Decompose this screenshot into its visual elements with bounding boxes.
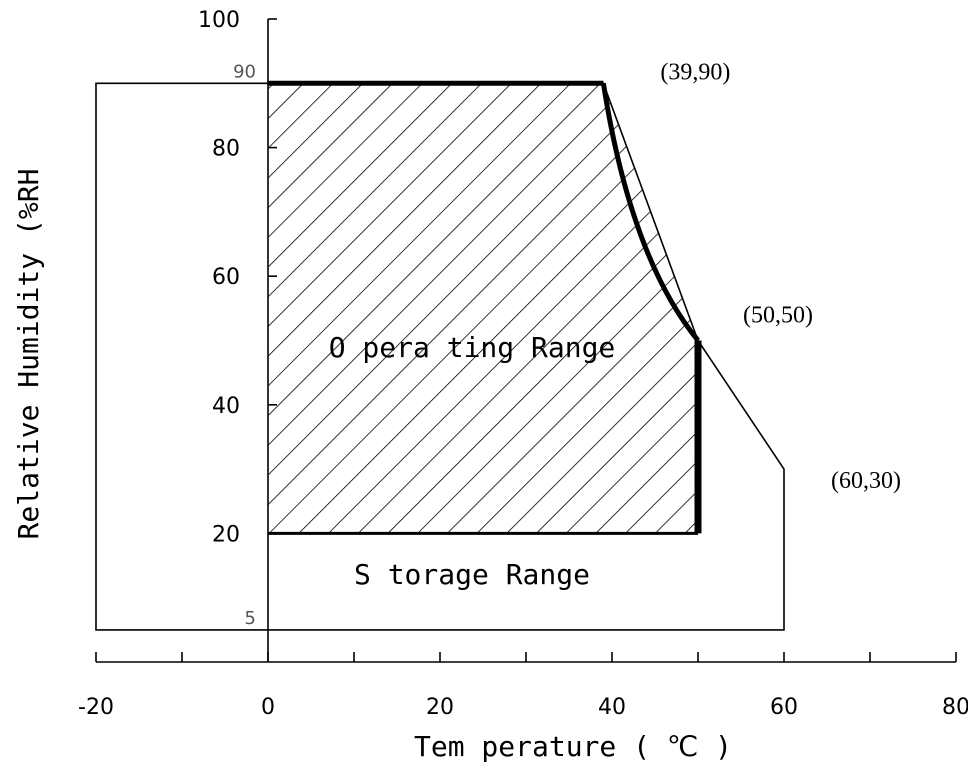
y-ref-label-90: 90 bbox=[233, 61, 256, 82]
operating-range-label: O pera ting Range bbox=[329, 331, 616, 364]
x-tick-label-20: 20 bbox=[426, 695, 454, 720]
point-annotation-39-90: (39,90) bbox=[660, 59, 730, 85]
x-tick-label-60: 60 bbox=[770, 695, 798, 720]
point-annotation-60-30: (60,30) bbox=[831, 468, 901, 494]
axes-layer: 20 40 60 80 100 5 90 -20 0 20 40 60 80 bbox=[78, 8, 968, 720]
storage-range-label: S torage Range bbox=[354, 558, 590, 591]
operating-curve-edge bbox=[600, 82, 700, 343]
y-tick-label-20: 20 bbox=[212, 522, 240, 547]
y-tick-label-40: 40 bbox=[212, 394, 240, 419]
y-tick-label-60: 60 bbox=[212, 265, 240, 290]
y-tick-label-100: 100 bbox=[198, 8, 240, 33]
labels-layer: Tem perature ( ℃ ) Relative Humidity (%RH… bbox=[12, 59, 901, 763]
regions-layer bbox=[95, 80, 785, 631]
x-axis-title: Tem perature ( ℃ ) bbox=[414, 730, 732, 763]
x-tick-label--20: -20 bbox=[78, 695, 114, 720]
operating-range-hatch bbox=[268, 83, 698, 534]
x-tick-label-40: 40 bbox=[598, 695, 626, 720]
x-tick-label-0: 0 bbox=[261, 695, 275, 720]
y-ref-label-5: 5 bbox=[245, 608, 256, 629]
y-axis-title: Relative Humidity (%RH bbox=[12, 169, 45, 540]
y-tick-label-80: 80 bbox=[212, 137, 240, 162]
x-tick-label-80: 80 bbox=[942, 695, 968, 720]
point-annotation-50-50: (50,50) bbox=[743, 303, 813, 329]
